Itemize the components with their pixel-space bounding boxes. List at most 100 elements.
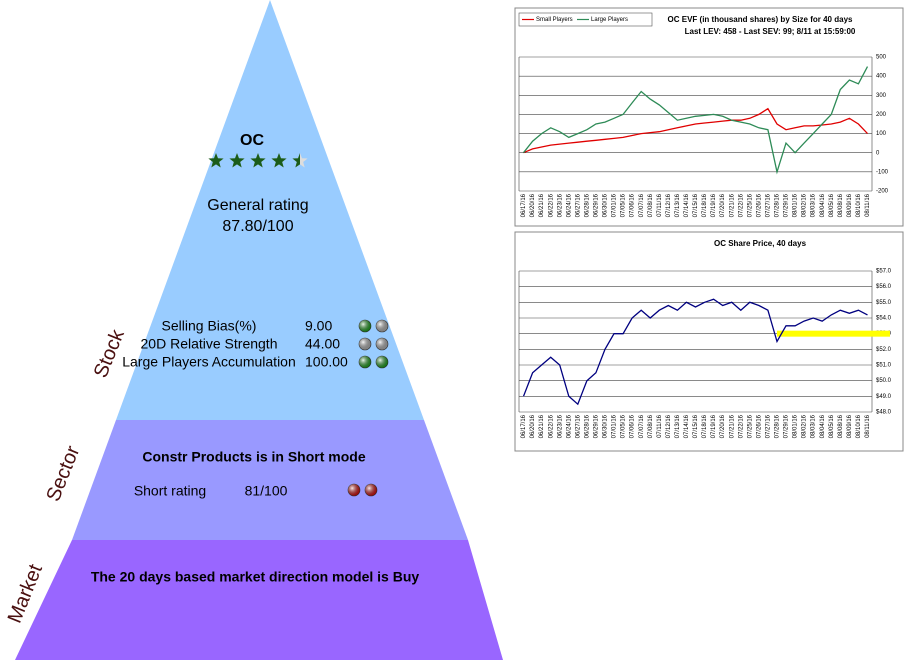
x-tick-label: 08/01/16 bbox=[793, 414, 799, 438]
x-tick-label: 06/23/16 bbox=[557, 414, 563, 438]
x-tick-label: 08/04/16 bbox=[820, 193, 826, 217]
x-tick-label: 07/28/16 bbox=[775, 414, 781, 438]
dot-shine bbox=[359, 356, 371, 368]
indicator-name: Selling Bias(%) bbox=[162, 318, 257, 334]
x-tick-label: 07/19/16 bbox=[711, 193, 717, 217]
star bbox=[250, 153, 266, 168]
x-tick-label: 07/25/16 bbox=[747, 414, 753, 438]
star bbox=[271, 153, 287, 168]
y-tick-label: $52.0 bbox=[876, 347, 892, 353]
indicator-name: 20D Relative Strength bbox=[141, 336, 278, 352]
sector-rating-name: Short rating bbox=[134, 483, 206, 499]
y-tick-label: $49.0 bbox=[876, 394, 892, 400]
dot-shine bbox=[376, 356, 388, 368]
charts: OC EVF (in thousand shares) by Size for … bbox=[514, 7, 904, 452]
x-tick-label: 06/30/16 bbox=[603, 414, 609, 438]
sector-tier bbox=[72, 420, 468, 540]
x-tick-label: 06/28/16 bbox=[584, 193, 590, 217]
rating: 87.80/100 bbox=[222, 218, 293, 235]
x-tick-label: 08/03/16 bbox=[811, 414, 817, 438]
x-tick-label: 07/14/16 bbox=[684, 193, 690, 217]
y-tick-label: $51.0 bbox=[876, 363, 892, 369]
x-tick-label: 07/22/16 bbox=[738, 193, 744, 217]
chart-subtitle: Last LEV: 458 - Last SEV: 99; 8/11 at 15… bbox=[685, 27, 856, 36]
x-tick-label: 07/26/16 bbox=[756, 414, 762, 438]
x-tick-label: 08/10/16 bbox=[856, 193, 862, 217]
x-tick-label: 07/08/16 bbox=[648, 414, 654, 438]
x-tick-label: 07/01/16 bbox=[612, 193, 618, 217]
x-tick-label: 07/18/16 bbox=[702, 414, 708, 438]
x-tick-label: 08/08/16 bbox=[838, 414, 844, 438]
chart-frame bbox=[514, 231, 904, 452]
x-tick-label: 08/04/16 bbox=[820, 414, 826, 438]
x-tick-label: 08/11/16 bbox=[865, 193, 871, 217]
dot-shine bbox=[376, 338, 388, 350]
x-tick-label: 07/22/16 bbox=[738, 414, 744, 438]
x-tick-label: 07/07/16 bbox=[639, 414, 645, 438]
x-tick-label: 06/20/16 bbox=[530, 193, 536, 217]
y-tick-label: 500 bbox=[876, 55, 887, 61]
sector-headline: Constr Products is in Short mode bbox=[142, 449, 365, 465]
sector-label: Sector bbox=[42, 443, 84, 505]
y-tick-label: 100 bbox=[876, 131, 887, 137]
series-line bbox=[522, 66, 869, 175]
x-tick-label: 08/09/16 bbox=[847, 414, 853, 438]
y-tick-label: 200 bbox=[876, 112, 887, 118]
x-tick-label: 07/21/16 bbox=[729, 193, 735, 217]
x-tick-label: 07/05/16 bbox=[621, 193, 627, 217]
x-tick-label: 07/05/16 bbox=[621, 414, 627, 438]
x-tick-label: 07/06/16 bbox=[630, 414, 636, 438]
stars bbox=[208, 153, 308, 168]
x-tick-label: 06/22/16 bbox=[548, 193, 554, 217]
star bbox=[292, 153, 300, 168]
x-tick-label: 06/21/16 bbox=[539, 193, 545, 217]
x-tick-label: 08/05/16 bbox=[829, 193, 835, 217]
x-tick-label: 07/13/16 bbox=[675, 193, 681, 217]
x-tick-label: 08/09/16 bbox=[847, 193, 853, 217]
y-tick-label: $57.0 bbox=[876, 269, 892, 275]
chart-title: OC EVF (in thousand shares) by Size for … bbox=[668, 15, 853, 24]
y-tick-label: $48.0 bbox=[876, 410, 892, 416]
x-tick-label: 06/28/16 bbox=[584, 414, 590, 438]
x-tick-label: 07/07/16 bbox=[639, 193, 645, 217]
indicator-value: 44.00 bbox=[305, 336, 340, 352]
x-tick-label: 06/30/16 bbox=[603, 193, 609, 217]
x-tick-label: 07/12/16 bbox=[666, 193, 672, 217]
x-tick-label: 06/17/16 bbox=[521, 414, 527, 438]
market-headline: The 20 days based market direction model… bbox=[91, 569, 420, 585]
x-tick-label: 07/29/16 bbox=[784, 414, 790, 438]
x-tick-label: 08/11/16 bbox=[865, 414, 871, 438]
indicator-value: 100.00 bbox=[305, 354, 348, 370]
y-tick-label: -100 bbox=[876, 169, 889, 175]
x-tick-label: 07/12/16 bbox=[666, 414, 672, 438]
x-tick-label: 06/29/16 bbox=[594, 193, 600, 217]
star bbox=[208, 153, 224, 168]
x-tick-label: 08/03/16 bbox=[811, 193, 817, 217]
x-tick-label: 07/14/16 bbox=[684, 414, 690, 438]
x-tick-label: 07/11/16 bbox=[657, 193, 663, 217]
x-tick-label: 08/02/16 bbox=[802, 193, 808, 217]
x-tick-label: 07/25/16 bbox=[747, 193, 753, 217]
x-tick-label: 06/24/16 bbox=[566, 414, 572, 438]
dot-shine bbox=[359, 338, 371, 350]
dot-shine bbox=[348, 484, 360, 496]
y-tick-label: $54.0 bbox=[876, 316, 892, 322]
x-tick-label: 06/27/16 bbox=[575, 193, 581, 217]
indicator-rows: Selling Bias(%) 9.00 20D Relative Strength… bbox=[122, 318, 389, 497]
x-tick-label: 08/02/16 bbox=[802, 414, 808, 438]
x-tick-label: 06/20/16 bbox=[530, 414, 536, 438]
x-tick-label: 07/08/16 bbox=[648, 193, 654, 217]
x-tick-label: 07/20/16 bbox=[720, 414, 726, 438]
y-tick-label: 300 bbox=[876, 93, 887, 99]
x-tick-label: 07/06/16 bbox=[630, 193, 636, 217]
x-tick-label: 07/28/16 bbox=[775, 193, 781, 217]
x-tick-label: 07/15/16 bbox=[693, 414, 699, 438]
x-tick-label: 07/01/16 bbox=[612, 414, 618, 438]
x-tick-label: 08/08/16 bbox=[838, 193, 844, 217]
x-tick-label: 07/27/16 bbox=[765, 414, 771, 438]
x-tick-label: 08/10/16 bbox=[856, 414, 862, 438]
series-line bbox=[522, 298, 868, 406]
series-line bbox=[523, 107, 868, 154]
x-tick-label: 07/26/16 bbox=[756, 193, 762, 217]
